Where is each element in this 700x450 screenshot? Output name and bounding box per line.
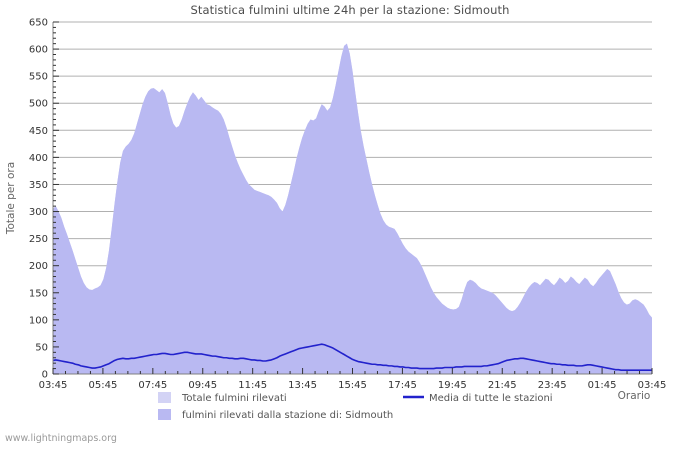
x-tick-label: 11:45 [238, 380, 267, 391]
y-tick-label: 100 [29, 315, 48, 326]
y-tick-label: 550 [29, 72, 48, 83]
x-tick-label: 01:45 [588, 380, 617, 391]
line-series [52, 343, 652, 372]
page-title: Statistica fulmini ultime 24h per la sta… [190, 3, 510, 17]
y-axis-label: Totale per ora [5, 162, 17, 235]
x-tick-label: 07:45 [138, 380, 167, 391]
y-tick-label: 50 [35, 342, 48, 353]
legend-item[interactable]: Media di tutte le stazioni [403, 393, 553, 404]
y-tick-label: 300 [29, 207, 48, 218]
line-series-layer [52, 343, 652, 372]
y-tick-label: 450 [29, 126, 48, 137]
x-tick-label: 23:45 [538, 380, 567, 391]
y-tick-label: 150 [29, 288, 48, 299]
x-axis-label: Orario [618, 390, 651, 402]
x-tick-label: 17:45 [388, 380, 417, 391]
y-tick-label: 350 [29, 180, 48, 191]
x-tick-label: 19:45 [438, 380, 467, 391]
y-axis-ticks: 0 50 100 150 200 250 300 350 400 450 500 550 600 650 [29, 18, 59, 381]
area-series-layer [53, 43, 652, 374]
chart-legend: Totale fulmini rilevati Media di tutte le… [158, 392, 553, 421]
y-tick-label: 500 [29, 99, 48, 110]
x-tick-label: 05:45 [89, 380, 118, 391]
legend-label: Media di tutte le stazioni [429, 393, 553, 404]
area-series [53, 43, 652, 374]
x-tick-label: 15:45 [338, 380, 367, 391]
x-tick-label: 21:45 [488, 380, 517, 391]
legend-label: Totale fulmini rilevati [181, 393, 287, 404]
legend-item[interactable]: Totale fulmini rilevati [158, 392, 287, 404]
y-tick-label: 400 [29, 153, 48, 164]
x-tick-label: 09:45 [188, 380, 217, 391]
y-tick-label: 0 [42, 370, 48, 381]
y-tick-label: 250 [29, 234, 48, 245]
x-tick-label: 03:45 [638, 380, 667, 391]
x-axis-ticks: 03:45 05:45 07:45 09:45 11:45 13:45 15:45 17:45… [39, 368, 667, 391]
y-tick-label: 600 [29, 45, 48, 56]
legend-swatch [158, 409, 171, 420]
x-tick-label: 13:45 [288, 380, 317, 391]
legend-swatch [158, 392, 171, 403]
y-tick-label: 200 [29, 261, 48, 272]
y-tick-label: 650 [29, 18, 48, 29]
watermark-text: www.lightningmaps.org [5, 433, 117, 444]
legend-label: fulmini rilevati dalla stazione di: Sidm… [182, 410, 393, 421]
legend-item[interactable]: fulmini rilevati dalla stazione di: Sidm… [158, 409, 393, 421]
x-tick-label: 03:45 [39, 380, 68, 391]
